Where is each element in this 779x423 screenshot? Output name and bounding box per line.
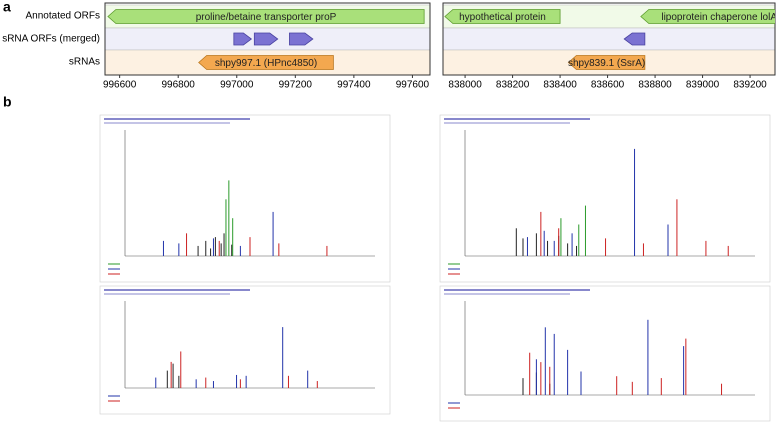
srna-orf: [233, 32, 253, 46]
genome-view: 996600 996800 997000 997200 997400 997600 prol…: [103, 2, 431, 91]
x-tick-label: 997400: [337, 80, 371, 91]
spectrum-frame: [439, 114, 771, 283]
x-tick-label: 839000: [686, 80, 720, 91]
annotated-orf-label: hypothetical protein: [459, 12, 546, 23]
srna: [198, 55, 334, 70]
view-frame: [104, 2, 431, 76]
x-tick-label: 838800: [638, 80, 672, 91]
srna: [567, 55, 646, 70]
x-tick-label: 997200: [279, 80, 313, 91]
srna-orf: [289, 32, 314, 46]
x-tick-label: 996600: [103, 80, 137, 91]
panel-label: b: [3, 94, 12, 110]
x-tick-label: 838000: [448, 80, 482, 91]
x-tick-label: 997000: [220, 80, 254, 91]
features: proline/betaine transporter proP shpy997.…: [107, 9, 425, 70]
track-row: [442, 27, 776, 51]
spectrum-frame: [99, 114, 391, 283]
annotated-orf: [107, 9, 425, 24]
annotated-orf-label: proline/betaine transporter proP: [196, 12, 337, 23]
annotated-orf-label: lipoprotein chaperone lolA: [661, 12, 777, 23]
spectrum-frame: [99, 285, 391, 415]
srna-label: shpy839.1 (SsrA): [568, 58, 645, 69]
annotated-orf: [444, 9, 561, 24]
x-tick-label: 838200: [496, 80, 530, 91]
x-tick-label: 996800: [162, 80, 196, 91]
srna-label: shpy997.1 (HPnc4850): [215, 58, 317, 69]
genome-view: 838000 838200 838400 838600 838800 839000 8392…: [442, 2, 777, 91]
srna-orf: [253, 32, 279, 46]
x-tick-label: 997600: [396, 80, 430, 91]
view-frame: [442, 2, 776, 76]
track-label: sRNA ORFs (merged): [2, 34, 100, 45]
track-label: sRNAs: [69, 57, 100, 68]
track-label: Annotated ORFs: [26, 11, 100, 22]
srna-orf: [623, 32, 646, 46]
x-tick-label: 838600: [591, 80, 625, 91]
features: hypothetical protein lipoprotein chaperon…: [444, 9, 777, 70]
x-tick-label: 839200: [733, 80, 767, 91]
annotated-orf: [640, 9, 775, 24]
panel-label: a: [3, 0, 11, 15]
spectrum-frame: [439, 285, 771, 422]
x-tick-label: 838400: [543, 80, 577, 91]
